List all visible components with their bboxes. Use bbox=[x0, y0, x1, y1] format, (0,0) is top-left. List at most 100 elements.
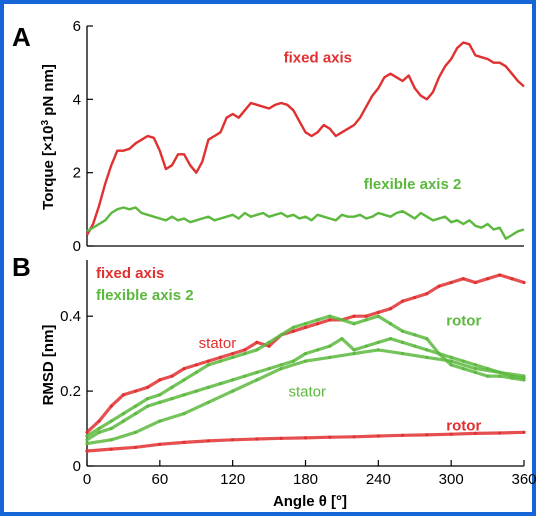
panel-a-annotations: fixed axis flexible axis 2 bbox=[284, 50, 462, 194]
data-point bbox=[473, 280, 477, 285]
data-point bbox=[473, 367, 477, 371]
data-point bbox=[231, 389, 235, 393]
data-point bbox=[170, 374, 174, 378]
data-point bbox=[522, 430, 526, 434]
data-point bbox=[255, 437, 259, 441]
data-point bbox=[328, 318, 332, 322]
data-point bbox=[231, 378, 235, 382]
data-point bbox=[206, 439, 210, 443]
data-point bbox=[449, 280, 453, 285]
panel-b-axes: 0 0.2 0.4 0 60 120 180 240 300 360 bbox=[60, 260, 536, 488]
data-point bbox=[231, 438, 235, 442]
data-point bbox=[279, 363, 283, 367]
data-point bbox=[97, 430, 101, 434]
data-point bbox=[303, 325, 308, 329]
data-point bbox=[267, 344, 271, 348]
x-tick-label: 240 bbox=[366, 471, 391, 488]
data-point bbox=[352, 352, 356, 356]
data-point bbox=[231, 352, 235, 356]
data-point bbox=[303, 352, 308, 356]
data-point bbox=[498, 370, 502, 374]
series-line-flexible-axis-2 bbox=[86, 206, 525, 240]
data-point bbox=[134, 389, 138, 393]
x-tick-label: 0 bbox=[83, 471, 91, 488]
data-point bbox=[279, 436, 283, 440]
data-point bbox=[109, 438, 113, 442]
data-point bbox=[243, 348, 247, 352]
data-point bbox=[328, 344, 332, 348]
data-point bbox=[158, 378, 162, 382]
data-point bbox=[218, 355, 223, 359]
x-tick-label: 60 bbox=[151, 471, 168, 488]
data-point bbox=[182, 440, 186, 444]
data-point bbox=[109, 419, 113, 423]
data-point bbox=[206, 359, 210, 363]
data-point bbox=[255, 340, 259, 344]
data-point bbox=[97, 426, 101, 431]
data-point bbox=[121, 412, 125, 416]
data-point bbox=[388, 322, 393, 326]
data-point bbox=[413, 344, 417, 348]
data-point bbox=[85, 434, 89, 438]
data-point bbox=[473, 370, 477, 374]
data-point bbox=[388, 307, 393, 311]
data-point bbox=[388, 337, 393, 341]
data-point bbox=[437, 284, 441, 288]
y-tick-label: 0 bbox=[73, 238, 81, 255]
y-tick-label: 4 bbox=[73, 91, 81, 108]
data-point bbox=[352, 314, 356, 318]
annotation-fixed-axis: fixed axis bbox=[284, 50, 352, 67]
data-point bbox=[291, 325, 295, 329]
data-point bbox=[401, 299, 405, 303]
data-point bbox=[473, 363, 477, 367]
data-point bbox=[498, 273, 502, 277]
data-point bbox=[267, 367, 271, 371]
data-point bbox=[522, 374, 526, 378]
panel-a-axes: 0 2 4 6 bbox=[73, 18, 524, 255]
data-point bbox=[291, 329, 295, 333]
y-tick-label: 2 bbox=[73, 165, 81, 182]
series-flexible-axis-2-rotor bbox=[85, 314, 526, 438]
series-flexible-axis-2-lower bbox=[85, 348, 526, 446]
annotation-stator: stator bbox=[199, 335, 237, 352]
data-point bbox=[85, 438, 89, 442]
data-point bbox=[376, 340, 380, 344]
data-point bbox=[255, 348, 259, 352]
data-point bbox=[498, 374, 502, 378]
data-point bbox=[437, 352, 441, 356]
data-point bbox=[255, 378, 259, 382]
data-point bbox=[182, 378, 186, 382]
data-point bbox=[146, 397, 150, 401]
data-point bbox=[461, 277, 465, 281]
data-point bbox=[316, 322, 320, 326]
data-point bbox=[121, 419, 125, 423]
data-point bbox=[303, 322, 308, 326]
data-point bbox=[303, 436, 308, 440]
data-point bbox=[194, 363, 198, 367]
data-point bbox=[461, 367, 465, 371]
data-point bbox=[328, 314, 332, 318]
data-point bbox=[376, 314, 380, 318]
data-point bbox=[316, 318, 320, 322]
y-tick-label: 0.4 bbox=[60, 308, 81, 325]
data-point bbox=[364, 318, 368, 322]
data-point bbox=[425, 355, 429, 359]
data-point bbox=[158, 400, 162, 404]
data-point bbox=[134, 412, 138, 416]
legend-fixed-axis: fixed axis bbox=[96, 265, 164, 282]
data-point bbox=[449, 432, 453, 436]
panel-a-ylabel: Torque [×103 pN nm] bbox=[40, 64, 58, 210]
data-point bbox=[218, 382, 223, 386]
series-fixed-axis-stator bbox=[85, 273, 526, 434]
data-point bbox=[376, 434, 380, 438]
data-point bbox=[170, 385, 174, 389]
data-point bbox=[231, 355, 235, 359]
data-point bbox=[182, 412, 186, 416]
annotation-stator: stator bbox=[289, 384, 327, 401]
annotation-flexible-axis-2: flexible axis 2 bbox=[364, 176, 462, 193]
data-point bbox=[109, 447, 113, 451]
data-point bbox=[352, 348, 356, 352]
data-point bbox=[376, 348, 380, 352]
data-point bbox=[340, 318, 344, 322]
